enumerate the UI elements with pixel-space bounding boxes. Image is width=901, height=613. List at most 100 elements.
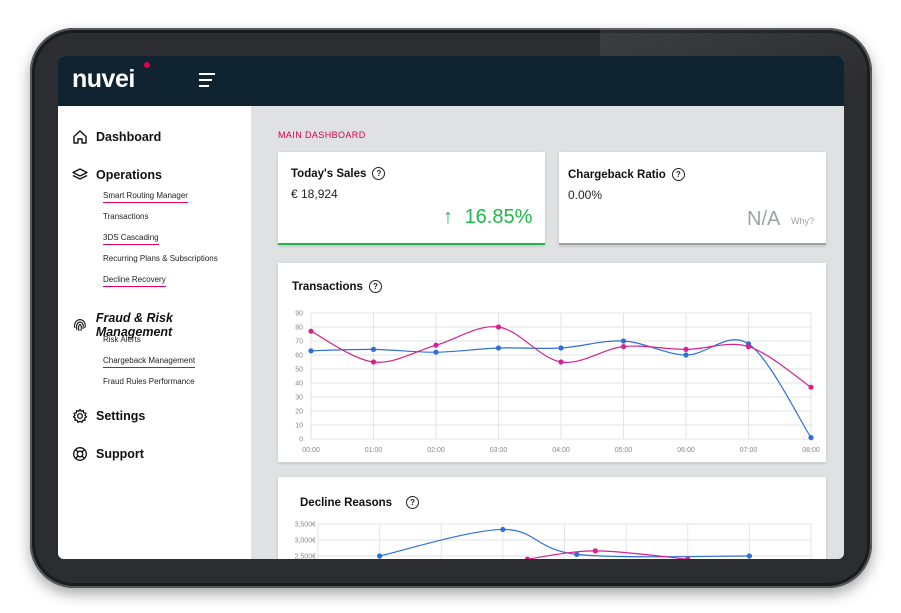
page-title: MAIN DASHBOARD xyxy=(278,130,366,140)
y-tick-label: 60 xyxy=(295,353,303,360)
help-icon[interactable]: ? xyxy=(406,496,420,509)
y-tick-label: 3,000€ xyxy=(295,538,317,545)
sidebar-item-label: Dashboard xyxy=(96,130,162,144)
sales-change: ↑ 16.85% xyxy=(443,206,532,229)
data-point xyxy=(377,553,383,559)
y-tick-label: 70 xyxy=(295,339,303,346)
sidebar-item-label: Operations xyxy=(96,168,162,182)
card-title-text: Transactions xyxy=(292,280,363,293)
data-point xyxy=(746,553,752,559)
todays-sales-card[interactable]: Today's Sales ? € 18,924 ↑ 16.85% xyxy=(278,152,545,245)
todays-sales-title: Today's Sales ? xyxy=(291,167,386,180)
layers-icon xyxy=(72,168,88,180)
data-point xyxy=(495,345,502,351)
data-point xyxy=(558,345,564,351)
fingerprint-icon xyxy=(74,319,86,332)
data-point xyxy=(683,352,689,358)
x-tick-label: 01:00 xyxy=(365,447,383,454)
main-content: MAIN DASHBOARD Today's Sales ? € 18,924 … xyxy=(251,106,844,559)
data-point xyxy=(808,435,814,441)
data-point xyxy=(558,359,564,365)
data-point xyxy=(370,346,377,352)
x-tick-label: 07:00 xyxy=(740,447,758,454)
data-point xyxy=(620,344,627,350)
y-tick-label: 30 xyxy=(295,395,303,402)
data-point xyxy=(433,342,439,348)
series-line-1 xyxy=(527,550,688,559)
sidebar-subitem-chargeback-management[interactable]: Chargeback Management xyxy=(103,356,196,368)
help-icon[interactable]: ? xyxy=(372,167,386,180)
y-tick-label: 90 xyxy=(295,311,303,318)
transactions-chart-title: Transactions ? xyxy=(292,280,382,293)
card-title-text: Decline Reasons xyxy=(300,496,393,509)
sidebar-item-support[interactable]: Support xyxy=(72,446,144,462)
x-tick-label: 03:00 xyxy=(490,447,508,454)
sidebar-item-fraud-risk[interactable]: Fraud & Risk Management xyxy=(72,311,251,339)
data-point xyxy=(620,338,627,344)
data-point xyxy=(592,548,598,554)
nuvei-logo[interactable]: nuvei xyxy=(72,65,135,93)
help-icon[interactable]: ? xyxy=(671,168,685,181)
x-tick-label: 00:00 xyxy=(302,447,320,454)
sales-value: € 18,924 xyxy=(291,187,338,201)
sidebar-item-dashboard[interactable]: Dashboard xyxy=(72,129,161,145)
why-link[interactable]: Why? xyxy=(791,216,815,226)
series-line-0 xyxy=(379,528,750,558)
chargeback-ratio-card[interactable]: Chargeback Ratio ? 0.00% N/A Why? xyxy=(559,152,826,245)
logo-accent-dot xyxy=(144,62,150,68)
x-tick-label: 02:00 xyxy=(427,447,445,454)
home-icon xyxy=(73,130,87,144)
decline-reasons-title: Decline Reasons ? xyxy=(300,496,420,509)
y-tick-label: 50 xyxy=(295,367,303,374)
sidebar-item-settings[interactable]: Settings xyxy=(72,408,145,424)
decline-reasons-line-chart: 3,500€ 3,000€ 2,500€ xyxy=(295,522,812,560)
app-screen: nuvei Dashboard Operations Smart Routing… xyxy=(58,56,844,559)
x-tick-label: 05:00 xyxy=(615,447,633,454)
top-bar: nuvei xyxy=(58,56,844,106)
chargeback-value: 0.00% xyxy=(568,188,603,202)
card-title-text: Chargeback Ratio xyxy=(568,168,666,181)
data-point xyxy=(370,359,377,365)
transactions-chart-card: Transactions ? 0 10 20 30 40 50 60 70 80 90 00:00 0… xyxy=(278,263,826,462)
x-tick-label: 08:00 xyxy=(802,447,820,454)
sidebar-item-operations[interactable]: Operations xyxy=(72,167,162,183)
y-tick-label: 80 xyxy=(295,325,303,332)
y-tick-label: 2,500€ xyxy=(295,554,317,560)
chargeback-na: N/A xyxy=(747,208,781,230)
data-point xyxy=(495,324,502,330)
decline-reasons-chart-card: Decline Reasons ? 3,500€ 3,000€ 2,500€ xyxy=(278,477,826,559)
sidebar-subitem-fraud-rules[interactable]: Fraud Rules Performance xyxy=(103,377,195,386)
y-tick-label: 20 xyxy=(295,409,303,416)
sidebar-item-label: Support xyxy=(96,447,144,461)
sidebar: Dashboard Operations Smart Routing Manag… xyxy=(58,106,251,559)
up-arrow-icon: ↑ xyxy=(443,206,453,228)
sales-change-percent: 16.85% xyxy=(464,206,533,228)
y-tick-label: 3,500€ xyxy=(295,522,317,529)
sidebar-item-label: Fraud & Risk Management xyxy=(95,311,173,339)
y-tick-label: 0 xyxy=(299,437,303,444)
data-point xyxy=(433,349,439,355)
sidebar-subitem-3ds-cascading[interactable]: 3DS Cascading xyxy=(103,233,159,245)
gear-icon xyxy=(72,408,88,423)
x-tick-label: 06:00 xyxy=(677,447,695,454)
sidebar-subitem-transactions[interactable]: Transactions xyxy=(103,212,149,221)
data-point xyxy=(524,556,531,559)
x-tick-label: 04:00 xyxy=(552,447,570,454)
data-point xyxy=(808,384,814,390)
sidebar-subitem-decline-recovery[interactable]: Decline Recovery xyxy=(103,275,166,287)
hamburger-menu-icon[interactable] xyxy=(199,73,215,87)
data-point xyxy=(500,526,506,533)
card-title-text: Today's Sales xyxy=(291,167,367,180)
lifebuoy-icon xyxy=(73,447,87,461)
y-tick-label: 10 xyxy=(295,423,303,430)
data-point xyxy=(574,551,580,557)
transactions-line-chart: 0 10 20 30 40 50 60 70 80 90 00:00 01:00 02:00 03:00 0… xyxy=(295,311,820,455)
data-point xyxy=(308,328,314,334)
data-point xyxy=(683,346,689,352)
sidebar-subitem-recurring-plans[interactable]: Recurring Plans & Subscriptions xyxy=(103,254,218,263)
help-icon[interactable]: ? xyxy=(368,280,382,293)
sidebar-subitem-smart-routing[interactable]: Smart Routing Manager xyxy=(103,191,188,203)
sidebar-item-label: Settings xyxy=(96,409,146,423)
chargeback-ratio-title: Chargeback Ratio ? xyxy=(568,168,685,181)
sidebar-subitem-risk-alerts[interactable]: Risk Alerts xyxy=(103,335,141,344)
